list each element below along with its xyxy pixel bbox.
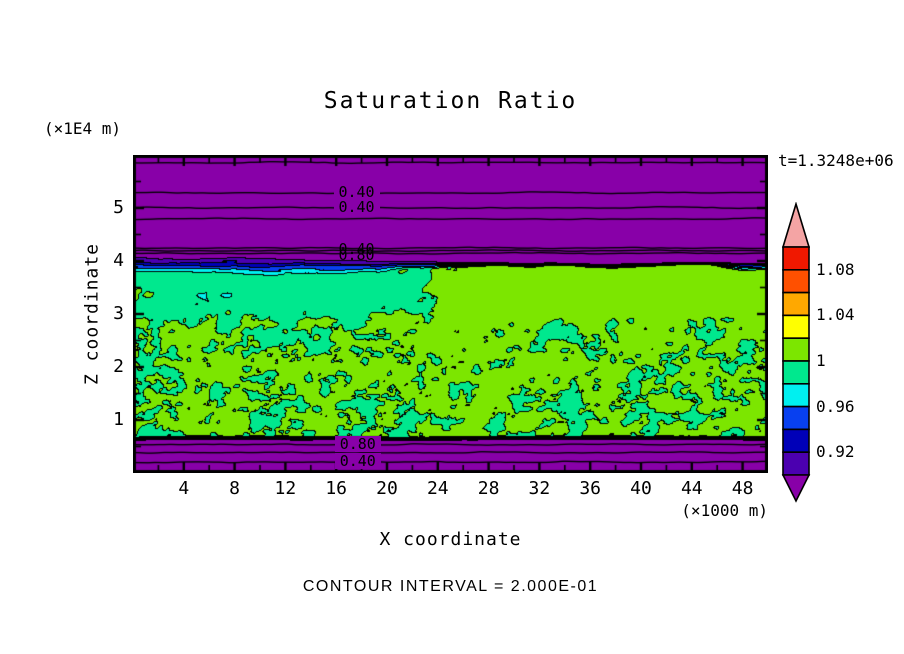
colorbar-tick-label: 0.96: [816, 396, 855, 416]
x-tick-label: 40: [630, 478, 652, 499]
colorbar-box: [782, 269, 810, 294]
contour-line-label: 0.40: [334, 453, 381, 470]
page-title: Saturation Ratio: [323, 88, 578, 114]
colorbar: [778, 201, 824, 504]
y-tick-label: 3: [113, 303, 124, 324]
y-axis-unit-label: (×1E4 m): [44, 119, 122, 138]
x-axis-title: X coordinate: [379, 529, 522, 550]
x-tick-label: 24: [426, 478, 449, 499]
y-tick-label: 1: [113, 409, 124, 430]
colorbar-tick-label: 1.04: [816, 305, 855, 325]
colorbar-box: [782, 246, 810, 271]
colorbar-box: [782, 291, 810, 317]
x-tick-label: 44: [680, 478, 703, 499]
colorbar-box: [782, 428, 810, 453]
colorbar-box: [782, 314, 810, 340]
x-tick-label: 32: [528, 478, 551, 499]
colorbar-box: [782, 383, 810, 408]
y-tick-label: 4: [113, 250, 124, 271]
colorbar-box: [782, 360, 810, 385]
contour-line-label: 0.40: [338, 239, 375, 258]
timestamp-label: t=1.3248e+06: [778, 151, 894, 170]
colorbar-tick-label: 0.92: [816, 442, 855, 462]
x-tick-label: 20: [376, 478, 398, 499]
y-tick-label: 5: [113, 197, 124, 218]
colorbar-tick-label: 1.08: [816, 259, 855, 279]
colorbar-box: [782, 337, 810, 362]
contour-line-label: 0.80: [334, 435, 381, 452]
colorbar-arrow-down: [781, 474, 811, 503]
x-tick-label: 8: [229, 478, 241, 499]
contour-field-canvas: [133, 155, 768, 473]
colorbar-svg: [781, 201, 811, 503]
x-tick-label: 16: [325, 478, 348, 499]
x-tick-label: 4: [178, 478, 190, 499]
colorbar-arrow-up: [781, 201, 811, 248]
x-tick-label: 48: [731, 478, 754, 499]
x-axis-unit-label: (×1000 m): [681, 501, 768, 520]
contour-line-label: 0.40: [333, 198, 380, 215]
contour-line-label: 0.80: [338, 246, 375, 265]
contour-line-label: 0.40: [333, 184, 380, 201]
contour-interval-note: CONTOUR INTERVAL = 2.000E-01: [302, 578, 599, 595]
x-tick-label: 12: [274, 478, 297, 499]
y-tick-label: 2: [113, 356, 124, 377]
x-tick-label: 28: [477, 478, 500, 499]
x-tick-label: 36: [579, 478, 602, 499]
colorbar-box: [782, 451, 810, 476]
colorbar-box: [782, 405, 810, 431]
colorbar-tick-label: 1: [816, 351, 826, 370]
